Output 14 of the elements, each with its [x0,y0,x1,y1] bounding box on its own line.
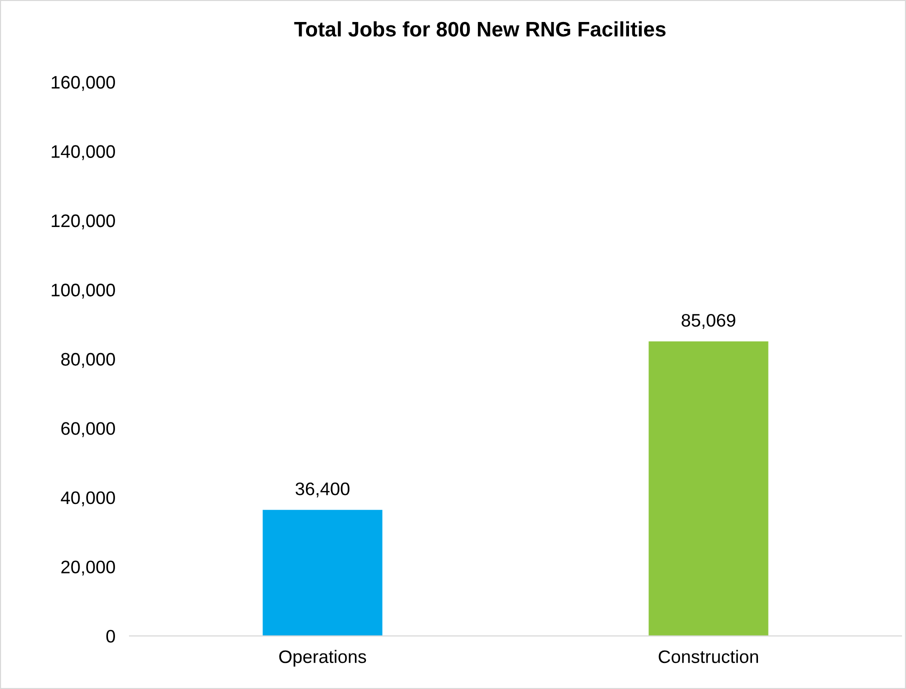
data-label: 85,069 [682,314,736,329]
chart-title: Total Jobs for 800 New RNG Facilities [294,21,666,37]
y-tick-label: 40,000 [60,491,115,506]
x-tick-label: Operations [279,650,366,667]
y-tick-label: 60,000 [61,422,115,438]
data-label: 36,400 [296,482,350,498]
y-tick-label: 100,000 [52,284,115,299]
y-tick-label: 120,000 [52,214,115,230]
y-tick-label: 0 [106,630,115,643]
y-tick-label: 80,000 [61,352,115,368]
y-tick-label: 160,000 [52,76,115,91]
y-tick-label: 140,000 [52,145,115,160]
y-tick-label: 20,000 [61,560,115,576]
x-tick-label: Construction [658,650,758,664]
